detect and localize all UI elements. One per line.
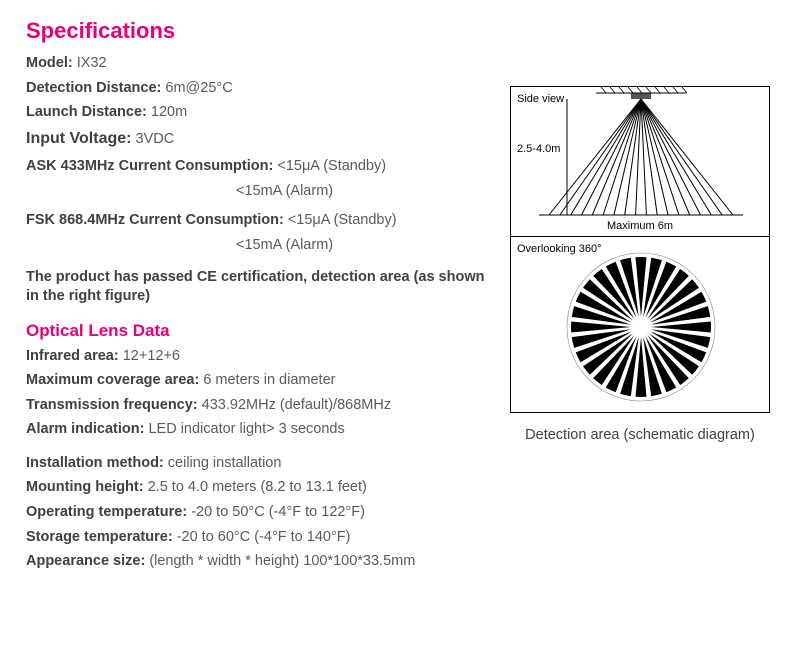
radial-svg [511,237,771,412]
optical-alarm: Alarm indication: LED indicator light> 3… [26,420,486,440]
diagram-caption: Detection area (schematic diagram) [510,427,770,443]
overlook-label: Overlooking 360° [517,243,602,255]
spec-detection-distance: Detection Distance: 6m@25°C [26,79,486,99]
spec-input-voltage-value: 3VDC [136,131,175,147]
storage-temp: Storage temperature: -20 to 60°C (-4°F t… [26,528,486,548]
spec-model-label: Model: [26,55,73,71]
optical-frequency-value: 433.92MHz (default)/868MHz [202,397,391,413]
spec-launch-distance: Launch Distance: 120m [26,103,486,123]
spec-ask-consumption: ASK 433MHz Current Consumption: <15μA (S… [26,157,486,177]
optical-infrared-value: 12+12+6 [123,348,180,364]
operating-temp: Operating temperature: -20 to 50°C (-4°F… [26,503,486,523]
overlook-diagram: Overlooking 360° [511,237,769,412]
spec-ask-alarm: <15mA (Alarm) [26,182,486,202]
operating-temp-label: Operating temperature: [26,504,187,520]
spec-launch-distance-label: Launch Distance: [26,104,147,120]
optical-coverage-label: Maximum coverage area: [26,372,199,388]
optical-heading: Optical Lens Data [26,321,486,341]
spec-fsk-label: FSK 868.4MHz Current Consumption: [26,212,284,228]
diagram-box: Side view 2.5-4.0m Maximum 6m Overlookin… [510,86,770,413]
optical-alarm-label: Alarm indication: [26,421,144,437]
optical-infrared: Infrared area: 12+12+6 [26,347,486,367]
mount-height: Mounting height: 2.5 to 4.0 meters (8.2 … [26,478,486,498]
install-method-label: Installation method: [26,455,164,471]
mount-height-label: Mounting height: [26,479,144,495]
optical-frequency: Transmission frequency: 433.92MHz (defau… [26,396,486,416]
optical-coverage: Maximum coverage area: 6 meters in diame… [26,371,486,391]
install-method-value: ceiling installation [168,455,282,471]
spec-model-value: IX32 [77,55,107,71]
appearance-size-value: (length * width * height) 100*100*33.5mm [149,553,415,569]
spec-fsk-alarm: <15mA (Alarm) [26,236,486,256]
optical-frequency-label: Transmission frequency: [26,397,198,413]
side-view-label: Side view [517,93,564,105]
spec-fsk-consumption: FSK 868.4MHz Current Consumption: <15μA … [26,211,486,231]
side-view-svg [511,87,771,237]
appearance-size: Appearance size: (length * width * heigh… [26,552,486,572]
storage-temp-label: Storage temperature: [26,529,173,545]
install-method: Installation method: ceiling installatio… [26,454,486,474]
spec-input-voltage-label: Input Voltage: [26,130,131,147]
spec-fsk-standby: <15μA (Standby) [288,212,397,228]
cert-note: The product has passed CE certification,… [26,268,486,307]
spec-detection-distance-label: Detection Distance: [26,80,161,96]
height-label: 2.5-4.0m [517,143,560,155]
optical-infrared-label: Infrared area: [26,348,119,364]
spec-launch-distance-value: 120m [151,104,187,120]
side-view-diagram: Side view 2.5-4.0m Maximum 6m [511,87,769,237]
spec-ask-standby: <15μA (Standby) [277,158,386,174]
optical-alarm-value: LED indicator light> 3 seconds [148,421,344,437]
spec-model: Model: IX32 [26,54,486,74]
storage-temp-value: -20 to 60°C (-4°F to 140°F) [177,529,351,545]
spec-detection-distance-value: 6m@25°C [165,80,232,96]
mount-height-value: 2.5 to 4.0 meters (8.2 to 13.1 feet) [148,479,367,495]
appearance-size-label: Appearance size: [26,553,145,569]
optical-coverage-value: 6 meters in diameter [203,372,335,388]
spec-input-voltage: Input Voltage: 3VDC [26,128,486,150]
spec-ask-label: ASK 433MHz Current Consumption: [26,158,273,174]
specifications-heading: Specifications [26,18,486,44]
operating-temp-value: -20 to 50°C (-4°F to 122°F) [191,504,365,520]
max-label: Maximum 6m [511,220,769,232]
